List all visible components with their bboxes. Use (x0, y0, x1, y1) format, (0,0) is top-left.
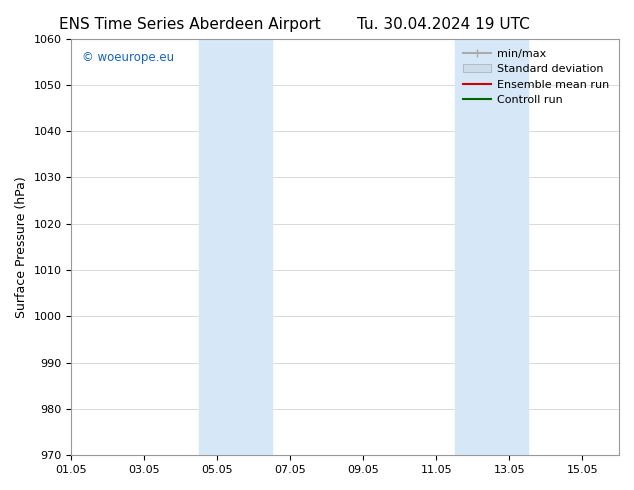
Y-axis label: Surface Pressure (hPa): Surface Pressure (hPa) (15, 176, 28, 318)
Bar (199, 39, 272, 455)
Legend: min/max, Standard deviation, Ensemble mean run, Controll run: min/max, Standard deviation, Ensemble me… (459, 44, 614, 110)
Text: © woeurope.eu: © woeurope.eu (82, 51, 174, 64)
Bar (455, 39, 527, 455)
Text: ENS Time Series Aberdeen Airport: ENS Time Series Aberdeen Airport (60, 17, 321, 32)
Text: Tu. 30.04.2024 19 UTC: Tu. 30.04.2024 19 UTC (358, 17, 530, 32)
